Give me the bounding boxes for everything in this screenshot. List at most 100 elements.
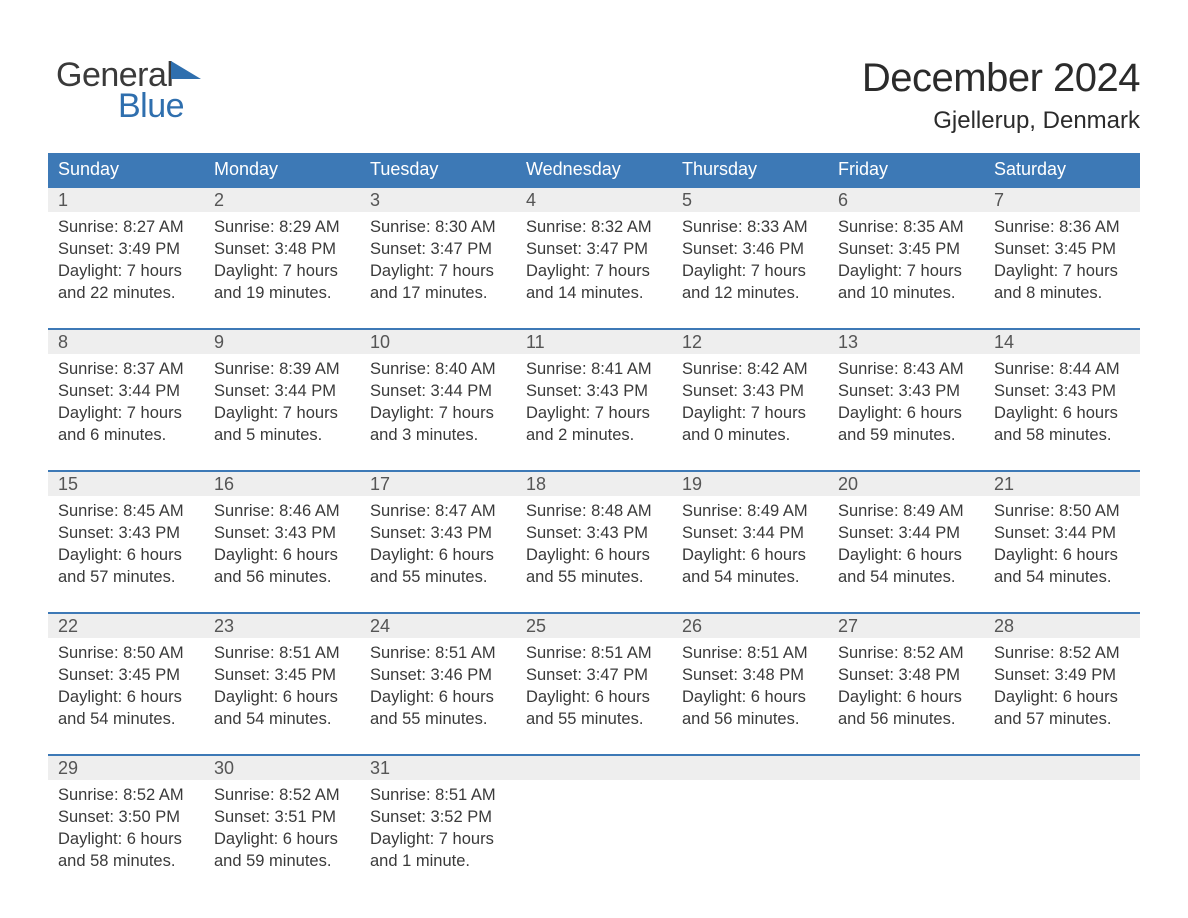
empty-cell <box>672 755 828 780</box>
day-27-number: 27 <box>828 613 984 638</box>
day-30-content: Sunrise: 8:52 AMSunset: 3:51 PMDaylight:… <box>204 780 360 896</box>
week-0-content-row: Sunrise: 8:27 AMSunset: 3:49 PMDaylight:… <box>48 212 1140 329</box>
day-27-line-3: and 56 minutes. <box>838 708 976 730</box>
day-21-number: 21 <box>984 471 1140 496</box>
day-7-line-2: Daylight: 7 hours <box>994 260 1132 282</box>
day-5-line-0: Sunrise: 8:33 AM <box>682 216 820 238</box>
day-12-number: 12 <box>672 329 828 354</box>
day-15-content: Sunrise: 8:45 AMSunset: 3:43 PMDaylight:… <box>48 496 204 613</box>
day-11-line-3: and 2 minutes. <box>526 424 664 446</box>
day-2-line-2: Daylight: 7 hours <box>214 260 352 282</box>
day-9-line-3: and 5 minutes. <box>214 424 352 446</box>
day-4-line-0: Sunrise: 8:32 AM <box>526 216 664 238</box>
day-27-line-1: Sunset: 3:48 PM <box>838 664 976 686</box>
day-15-number: 15 <box>48 471 204 496</box>
day-27-line-0: Sunrise: 8:52 AM <box>838 642 976 664</box>
week-1-content-row: Sunrise: 8:37 AMSunset: 3:44 PMDaylight:… <box>48 354 1140 471</box>
day-21-line-1: Sunset: 3:44 PM <box>994 522 1132 544</box>
page-title: December 2024 <box>48 56 1140 101</box>
day-2-content: Sunrise: 8:29 AMSunset: 3:48 PMDaylight:… <box>204 212 360 329</box>
day-14-line-1: Sunset: 3:43 PM <box>994 380 1132 402</box>
day-16-line-0: Sunrise: 8:46 AM <box>214 500 352 522</box>
week-1-daynum-row: 891011121314 <box>48 329 1140 354</box>
day-24-line-1: Sunset: 3:46 PM <box>370 664 508 686</box>
day-22-line-1: Sunset: 3:45 PM <box>58 664 196 686</box>
day-27-content: Sunrise: 8:52 AMSunset: 3:48 PMDaylight:… <box>828 638 984 755</box>
day-4-line-3: and 14 minutes. <box>526 282 664 304</box>
day-1-number: 1 <box>48 187 204 212</box>
day-1-line-0: Sunrise: 8:27 AM <box>58 216 196 238</box>
day-26-number: 26 <box>672 613 828 638</box>
day-25-line-1: Sunset: 3:47 PM <box>526 664 664 686</box>
calendar-table: SundayMondayTuesdayWednesdayThursdayFrid… <box>48 153 1140 896</box>
day-1-line-1: Sunset: 3:49 PM <box>58 238 196 260</box>
empty-cell <box>516 780 672 896</box>
day-10-line-2: Daylight: 7 hours <box>370 402 508 424</box>
day-3-line-0: Sunrise: 8:30 AM <box>370 216 508 238</box>
day-12-line-3: and 0 minutes. <box>682 424 820 446</box>
day-1-line-2: Daylight: 7 hours <box>58 260 196 282</box>
day-31-number: 31 <box>360 755 516 780</box>
day-30-line-0: Sunrise: 8:52 AM <box>214 784 352 806</box>
day-19-line-3: and 54 minutes. <box>682 566 820 588</box>
week-2-daynum-row: 15161718192021 <box>48 471 1140 496</box>
day-7-line-0: Sunrise: 8:36 AM <box>994 216 1132 238</box>
day-3-number: 3 <box>360 187 516 212</box>
day-31-line-2: Daylight: 7 hours <box>370 828 508 850</box>
day-17-line-2: Daylight: 6 hours <box>370 544 508 566</box>
day-12-line-0: Sunrise: 8:42 AM <box>682 358 820 380</box>
day-12-line-1: Sunset: 3:43 PM <box>682 380 820 402</box>
day-3-line-1: Sunset: 3:47 PM <box>370 238 508 260</box>
day-18-line-2: Daylight: 6 hours <box>526 544 664 566</box>
day-8-line-3: and 6 minutes. <box>58 424 196 446</box>
day-26-line-1: Sunset: 3:48 PM <box>682 664 820 686</box>
day-9-line-1: Sunset: 3:44 PM <box>214 380 352 402</box>
day-13-number: 13 <box>828 329 984 354</box>
calendar-header-monday: Monday <box>204 153 360 187</box>
week-0-daynum-row: 1234567 <box>48 187 1140 212</box>
day-16-line-2: Daylight: 6 hours <box>214 544 352 566</box>
day-21-content: Sunrise: 8:50 AMSunset: 3:44 PMDaylight:… <box>984 496 1140 613</box>
day-22-line-2: Daylight: 6 hours <box>58 686 196 708</box>
day-16-number: 16 <box>204 471 360 496</box>
day-29-line-2: Daylight: 6 hours <box>58 828 196 850</box>
logo-flag-icon <box>171 59 201 86</box>
day-29-number: 29 <box>48 755 204 780</box>
day-15-line-2: Daylight: 6 hours <box>58 544 196 566</box>
week-4-content-row: Sunrise: 8:52 AMSunset: 3:50 PMDaylight:… <box>48 780 1140 896</box>
empty-cell <box>828 755 984 780</box>
day-15-line-1: Sunset: 3:43 PM <box>58 522 196 544</box>
day-26-line-3: and 56 minutes. <box>682 708 820 730</box>
day-25-number: 25 <box>516 613 672 638</box>
calendar-header-row: SundayMondayTuesdayWednesdayThursdayFrid… <box>48 153 1140 187</box>
day-30-line-3: and 59 minutes. <box>214 850 352 872</box>
day-28-line-1: Sunset: 3:49 PM <box>994 664 1132 686</box>
day-4-content: Sunrise: 8:32 AMSunset: 3:47 PMDaylight:… <box>516 212 672 329</box>
day-26-line-2: Daylight: 6 hours <box>682 686 820 708</box>
day-10-line-3: and 3 minutes. <box>370 424 508 446</box>
day-16-content: Sunrise: 8:46 AMSunset: 3:43 PMDaylight:… <box>204 496 360 613</box>
day-24-line-2: Daylight: 6 hours <box>370 686 508 708</box>
day-19-content: Sunrise: 8:49 AMSunset: 3:44 PMDaylight:… <box>672 496 828 613</box>
day-25-line-0: Sunrise: 8:51 AM <box>526 642 664 664</box>
week-3-daynum-row: 22232425262728 <box>48 613 1140 638</box>
day-7-line-3: and 8 minutes. <box>994 282 1132 304</box>
day-6-line-3: and 10 minutes. <box>838 282 976 304</box>
day-17-content: Sunrise: 8:47 AMSunset: 3:43 PMDaylight:… <box>360 496 516 613</box>
day-6-number: 6 <box>828 187 984 212</box>
day-11-number: 11 <box>516 329 672 354</box>
day-18-content: Sunrise: 8:48 AMSunset: 3:43 PMDaylight:… <box>516 496 672 613</box>
day-22-line-0: Sunrise: 8:50 AM <box>58 642 196 664</box>
day-11-content: Sunrise: 8:41 AMSunset: 3:43 PMDaylight:… <box>516 354 672 471</box>
day-14-line-2: Daylight: 6 hours <box>994 402 1132 424</box>
day-10-number: 10 <box>360 329 516 354</box>
day-29-content: Sunrise: 8:52 AMSunset: 3:50 PMDaylight:… <box>48 780 204 896</box>
day-14-number: 14 <box>984 329 1140 354</box>
day-21-line-3: and 54 minutes. <box>994 566 1132 588</box>
day-25-line-2: Daylight: 6 hours <box>526 686 664 708</box>
day-24-line-3: and 55 minutes. <box>370 708 508 730</box>
week-2-content-row: Sunrise: 8:45 AMSunset: 3:43 PMDaylight:… <box>48 496 1140 613</box>
day-10-line-0: Sunrise: 8:40 AM <box>370 358 508 380</box>
day-20-line-0: Sunrise: 8:49 AM <box>838 500 976 522</box>
day-17-line-3: and 55 minutes. <box>370 566 508 588</box>
